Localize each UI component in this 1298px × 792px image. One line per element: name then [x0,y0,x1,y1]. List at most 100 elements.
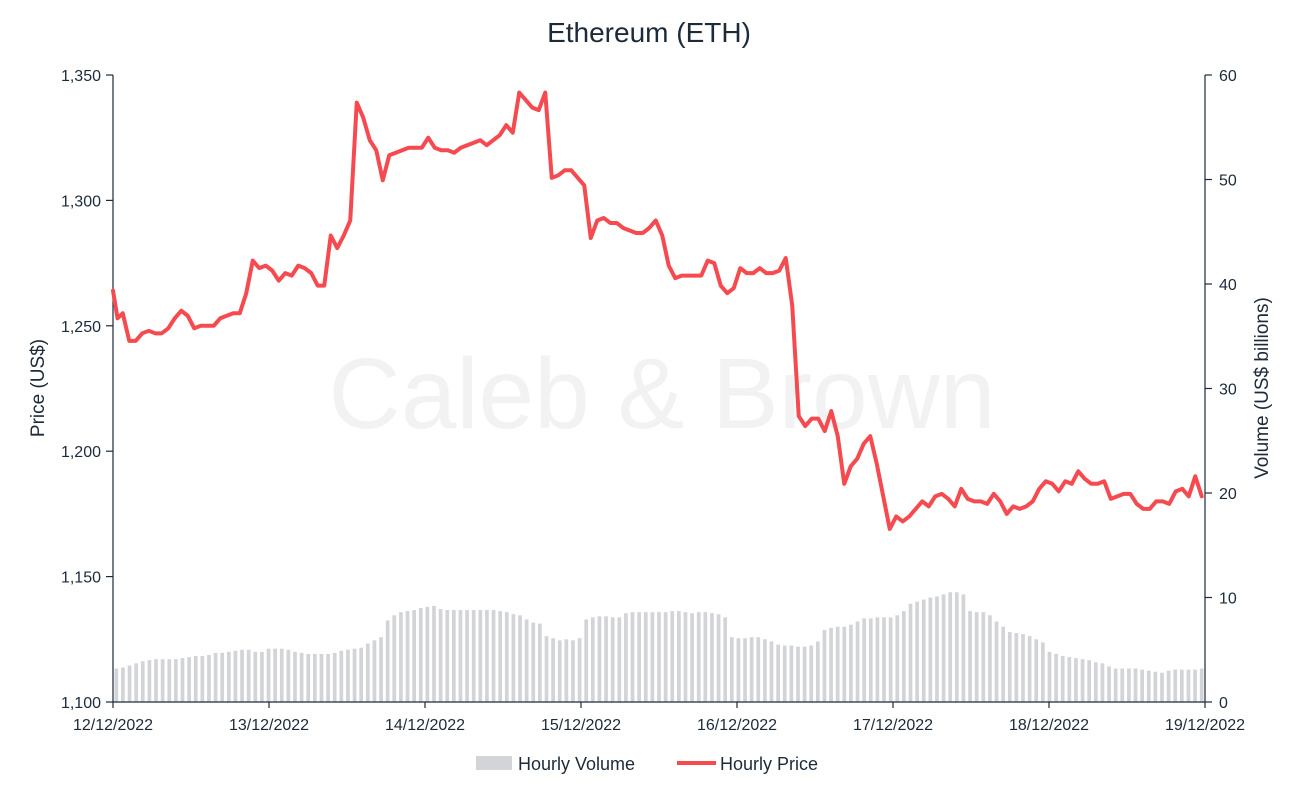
volume-bar [610,617,615,702]
volume-bar [590,617,595,702]
volume-bar [974,612,979,702]
volume-bar [538,623,542,703]
volume-bar [233,650,238,702]
volume-bar [994,621,999,702]
volume-bar [200,656,205,702]
x-axis-tick-labels: 12/12/2022 13/12/2022 14/12/2022 15/12/2022… [73,702,1245,734]
volume-bar [577,638,582,702]
x-tick-label: 15/12/2022 [541,717,621,734]
volume-bar [935,596,939,702]
volume-bar [663,612,668,702]
volume-bar [531,622,536,702]
volume-bar [842,626,847,702]
x-tick-label: 19/12/2022 [1165,717,1245,734]
volume-bar [1007,631,1012,702]
y-right-tick-label: 0 [1219,695,1228,712]
volume-bar [134,663,139,702]
volume-bar [981,612,986,702]
volume-bar [167,659,172,702]
volume-bar [213,652,218,702]
price-line-group [111,90,1204,531]
volume-bar [518,615,522,702]
volume-bar [584,619,589,702]
y-left-tick-label: 1,250 [61,319,101,336]
volume-bar [557,640,562,702]
volume-bar [147,660,152,702]
volume-bar [571,640,575,702]
volume-bar [551,638,555,702]
volume-bar [710,613,714,702]
volume-bar [121,667,125,702]
volume-bar [352,648,357,702]
volume-bar [902,611,906,702]
y-left-tick-label: 1,200 [61,444,101,461]
volume-bar [1087,660,1092,702]
volume-bar [346,649,350,702]
volume-bar [504,612,509,702]
volume-bar [637,612,641,702]
volume-bar [405,611,410,702]
volume-bar [855,621,860,702]
volume-bar [736,638,741,702]
volume-bar [988,615,992,702]
volume-bar [498,611,503,702]
volume-bar [432,605,436,702]
x-tick-label: 13/12/2022 [229,717,309,734]
volume-bars [114,592,1204,703]
volume-bar [240,649,244,702]
y-axis-right-title: Volume (US$ billions) [1252,297,1273,479]
volume-bar [359,647,364,702]
volume-bar [604,616,608,702]
volume-bar [796,646,800,702]
volume-bar [862,618,867,702]
volume-bar [154,659,158,702]
volume-bar [253,651,258,702]
volume-bar [822,629,827,702]
volume-bar [260,651,264,702]
volume-bar [273,648,277,702]
volume-bar [888,617,893,702]
x-tick-label: 18/12/2022 [1009,717,1089,734]
x-tick-label: 14/12/2022 [385,717,465,734]
volume-bar [782,645,787,702]
volume-bar [1199,668,1204,702]
volume-bar [458,610,463,702]
volume-bar [564,639,569,702]
volume-bar [180,658,185,702]
volume-bar [299,652,304,702]
y-right-tick-label: 40 [1219,277,1237,294]
volume-bar [332,652,337,702]
volume-bar [1107,666,1111,702]
y-axis-right-tick-labels: 0 10 20 30 40 50 60 [1205,68,1237,712]
volume-bar [815,641,820,702]
volume-bar [723,617,728,702]
volume-bar [1014,633,1019,702]
price-line [111,90,1204,531]
volume-bar [511,614,516,702]
volume-bar [306,653,311,702]
volume-bar [915,601,919,702]
volume-bar [849,624,853,702]
volume-bar [868,618,873,702]
volume-bar [1047,651,1052,702]
volume-bar [220,652,225,702]
volume-bar [1153,671,1158,702]
volume-bar [948,592,953,702]
volume-bar [160,659,165,702]
volume-bar [226,651,231,702]
volume-bar [1160,672,1164,702]
volume-bar [756,637,761,702]
legend: Hourly Volume Hourly Price [476,754,818,774]
volume-bar [749,637,754,702]
volume-bar [1067,657,1072,702]
volume-bar [763,639,767,702]
volume-bar [1034,639,1039,702]
volume-bar [624,613,628,702]
volume-bar [1027,636,1032,702]
y-left-tick-label: 1,300 [61,193,101,210]
volume-bar [928,597,933,702]
volume-bar [716,614,721,702]
volume-bar [140,661,145,702]
x-tick-label: 17/12/2022 [853,717,933,734]
volume-bar [372,640,377,702]
